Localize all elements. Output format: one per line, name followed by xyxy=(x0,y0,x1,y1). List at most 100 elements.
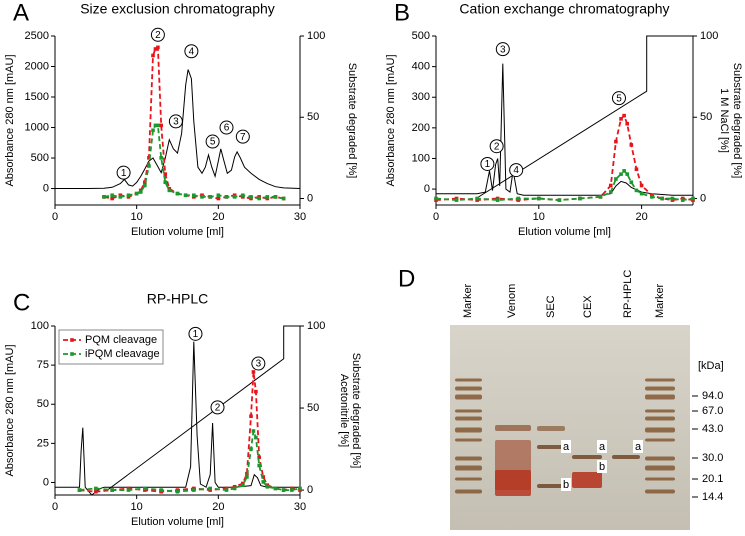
gel-band xyxy=(612,455,640,459)
gel-band xyxy=(455,489,482,494)
annotation-circle xyxy=(489,139,504,154)
data-marker xyxy=(273,486,278,491)
data-marker xyxy=(608,183,613,188)
y-tick-label: 0 xyxy=(424,183,430,195)
gel-band xyxy=(455,394,482,400)
annotation-label: 4 xyxy=(513,165,519,176)
data-marker xyxy=(153,123,158,128)
data-marker xyxy=(273,195,278,199)
data-line xyxy=(103,124,284,200)
y-axis-label: Absorbance 280 nm [mAU] xyxy=(385,54,397,186)
y2-tick-label: 100 xyxy=(307,320,325,332)
x-tick-label: 30 xyxy=(294,211,306,223)
y-tick-label: 75 xyxy=(37,359,49,371)
lane-label: Marker xyxy=(654,283,666,318)
data-marker xyxy=(614,177,618,181)
x-tick-label: 0 xyxy=(433,211,439,223)
size-label: 67.0 xyxy=(702,405,723,417)
y2-axis-label: Substrate degraded [%] xyxy=(346,63,358,179)
y-tick-label: 0 xyxy=(43,182,49,194)
data-marker xyxy=(134,191,139,196)
y-axis-label: Absorbance 280 nm [mAU] xyxy=(4,344,16,476)
x-tick-label: 10 xyxy=(533,211,545,223)
y-tick-label: 50 xyxy=(37,398,49,410)
size-label: 43.0 xyxy=(702,423,723,435)
annotation-circle xyxy=(168,114,183,129)
data-line xyxy=(79,430,301,493)
data-marker xyxy=(102,195,106,199)
y2-axis-label: Substrate degraded [%] xyxy=(350,353,362,469)
data-marker xyxy=(257,455,261,460)
data-marker xyxy=(629,180,634,185)
data-marker xyxy=(249,195,253,199)
x-tick-label: 0 xyxy=(52,211,58,223)
data-marker xyxy=(290,488,294,492)
data-marker xyxy=(639,183,644,188)
data-marker xyxy=(151,53,155,58)
data-marker xyxy=(454,198,459,202)
y-tick-label: 25 xyxy=(37,437,49,449)
band-label-box xyxy=(597,440,607,453)
gel-band xyxy=(455,465,482,471)
annotation-label: 7 xyxy=(240,132,246,143)
gel-band xyxy=(645,427,675,433)
data-marker xyxy=(138,190,143,194)
annotation-circle xyxy=(116,165,131,180)
gel-band xyxy=(455,427,482,433)
data-marker xyxy=(232,195,237,199)
data-marker xyxy=(608,190,613,194)
data-marker xyxy=(224,488,229,492)
band-label: b xyxy=(599,461,605,473)
data-marker xyxy=(598,195,603,199)
gel-band xyxy=(645,438,675,442)
data-marker xyxy=(249,414,253,419)
data-marker xyxy=(175,191,180,196)
band-label-box xyxy=(561,478,571,491)
gel-band xyxy=(645,386,675,391)
gel-band xyxy=(645,477,675,481)
gel-band xyxy=(455,456,482,461)
annotation-circle xyxy=(219,120,234,135)
data-marker xyxy=(216,196,221,201)
data-marker xyxy=(257,196,261,201)
data-marker xyxy=(192,488,196,492)
data-marker xyxy=(147,164,151,168)
data-marker xyxy=(622,113,626,118)
gel-band xyxy=(645,465,675,471)
data-marker xyxy=(126,193,131,198)
y-tick-label: 100 xyxy=(31,320,49,332)
data-marker xyxy=(622,169,626,173)
y-tick-label: 1500 xyxy=(25,91,49,103)
legend-box xyxy=(58,329,164,365)
annotation-label: 4 xyxy=(189,46,195,57)
y2-axis-label: Substrate degraded [%] xyxy=(731,63,743,179)
annotation-label: 2 xyxy=(155,30,161,41)
data-marker xyxy=(175,489,180,494)
gel-band xyxy=(455,438,482,442)
y2-tick-label: 100 xyxy=(700,30,718,42)
data-marker xyxy=(183,193,188,198)
gel-band xyxy=(645,416,675,421)
data-marker xyxy=(495,198,500,202)
y2-tick-label: 50 xyxy=(307,402,319,414)
size-label: 30.0 xyxy=(702,452,723,464)
y-tick-label: 2500 xyxy=(25,30,49,42)
data-marker xyxy=(261,480,266,484)
annotation-label: 1 xyxy=(121,168,127,179)
lane-label: RP-HPLC xyxy=(622,270,634,318)
y2-tick-label: 0 xyxy=(700,192,706,204)
annotation-label: 5 xyxy=(210,137,216,148)
annotation-label: 1 xyxy=(193,329,199,340)
data-marker xyxy=(159,488,163,492)
y-tick-label: 400 xyxy=(412,61,430,73)
data-marker xyxy=(156,45,160,50)
data-marker xyxy=(143,183,147,188)
data-marker xyxy=(249,447,253,451)
data-marker xyxy=(147,156,151,160)
data-marker xyxy=(516,196,521,201)
data-marker xyxy=(167,188,172,193)
y2-tick-label: 50 xyxy=(307,111,319,123)
data-line xyxy=(475,35,693,199)
x-tick-label: 10 xyxy=(131,501,143,513)
annotation-label: 1 xyxy=(485,159,491,170)
